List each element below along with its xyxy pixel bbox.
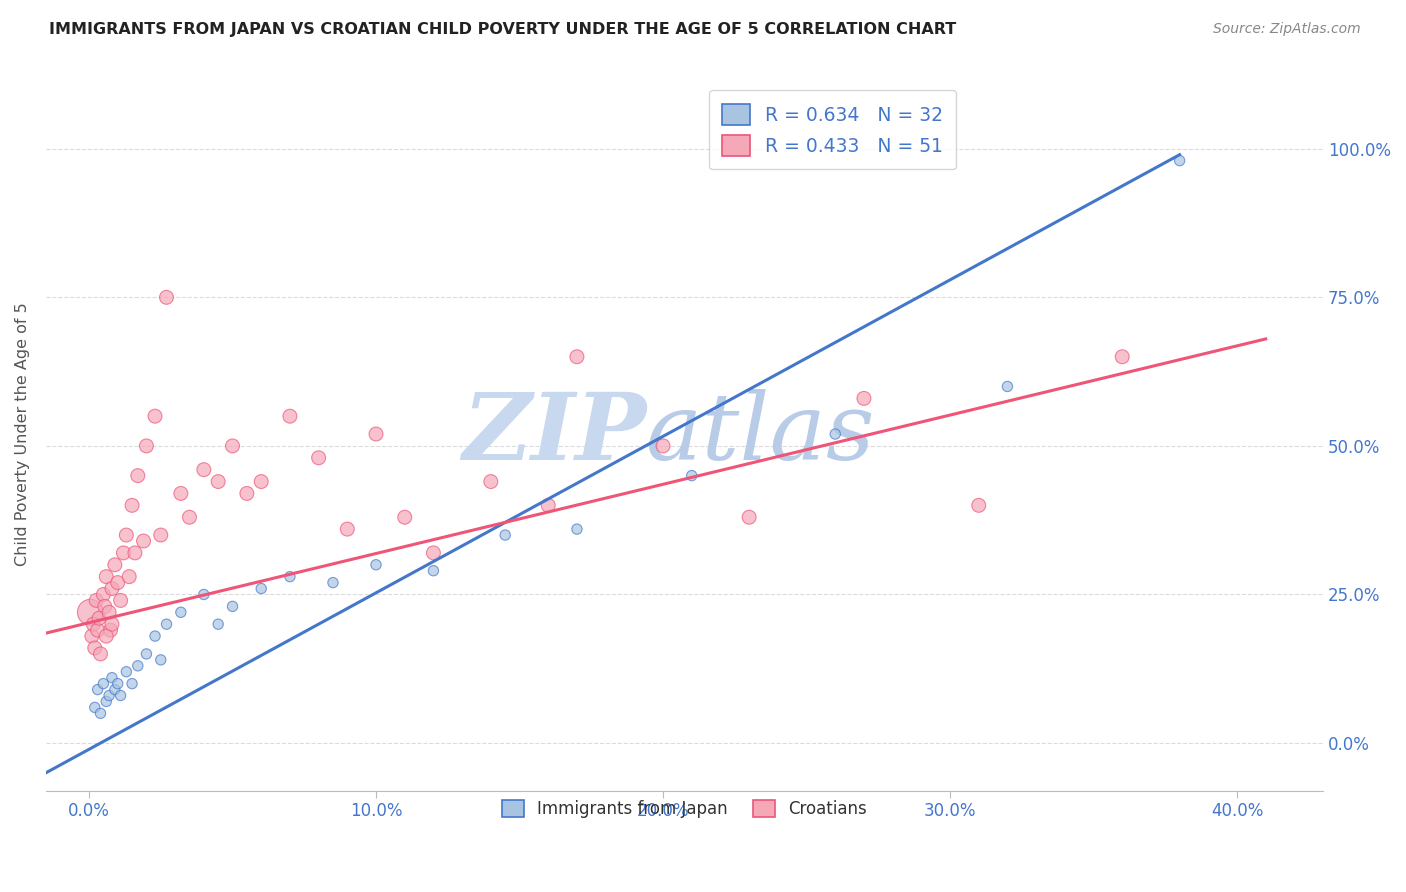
- Point: [179, 510, 201, 524]
- Point: [494, 528, 516, 542]
- Point: [422, 546, 444, 560]
- Point: [118, 569, 141, 583]
- Point: [127, 468, 149, 483]
- Point: [250, 475, 273, 489]
- Point: [83, 700, 105, 714]
- Point: [681, 468, 703, 483]
- Point: [87, 611, 110, 625]
- Point: [121, 676, 143, 690]
- Point: [155, 290, 177, 304]
- Point: [149, 528, 172, 542]
- Point: [221, 439, 243, 453]
- Point: [121, 499, 143, 513]
- Point: [364, 427, 387, 442]
- Point: [565, 350, 588, 364]
- Point: [110, 689, 132, 703]
- Point: [84, 593, 107, 607]
- Point: [96, 569, 118, 583]
- Point: [93, 587, 115, 601]
- Point: [101, 617, 124, 632]
- Point: [115, 528, 138, 542]
- Point: [83, 640, 105, 655]
- Point: [93, 676, 115, 690]
- Point: [155, 617, 177, 632]
- Point: [101, 671, 124, 685]
- Point: [89, 647, 111, 661]
- Point: [107, 676, 129, 690]
- Point: [124, 546, 146, 560]
- Point: [89, 706, 111, 721]
- Point: [236, 486, 259, 500]
- Point: [101, 582, 124, 596]
- Point: [738, 510, 761, 524]
- Point: [193, 463, 215, 477]
- Point: [79, 605, 101, 619]
- Text: IMMIGRANTS FROM JAPAN VS CROATIAN CHILD POVERTY UNDER THE AGE OF 5 CORRELATION C: IMMIGRANTS FROM JAPAN VS CROATIAN CHILD …: [49, 22, 956, 37]
- Point: [997, 379, 1019, 393]
- Point: [278, 409, 301, 424]
- Point: [127, 658, 149, 673]
- Point: [100, 623, 122, 637]
- Point: [94, 599, 117, 614]
- Point: [308, 450, 330, 465]
- Point: [652, 439, 675, 453]
- Point: [135, 647, 157, 661]
- Text: Source: ZipAtlas.com: Source: ZipAtlas.com: [1213, 22, 1361, 37]
- Point: [98, 605, 121, 619]
- Point: [80, 629, 103, 643]
- Point: [96, 694, 118, 708]
- Point: [170, 605, 193, 619]
- Point: [143, 629, 166, 643]
- Point: [193, 587, 215, 601]
- Point: [86, 682, 108, 697]
- Point: [250, 582, 273, 596]
- Point: [336, 522, 359, 536]
- Point: [110, 593, 132, 607]
- Point: [86, 623, 108, 637]
- Legend: Immigrants from Japan, Croatians: Immigrants from Japan, Croatians: [496, 794, 873, 825]
- Point: [278, 569, 301, 583]
- Point: [132, 533, 155, 548]
- Point: [967, 499, 990, 513]
- Point: [170, 486, 193, 500]
- Point: [104, 558, 127, 572]
- Point: [824, 427, 846, 442]
- Point: [565, 522, 588, 536]
- Point: [107, 575, 129, 590]
- Point: [135, 439, 157, 453]
- Point: [537, 499, 560, 513]
- Point: [207, 475, 229, 489]
- Point: [1111, 350, 1133, 364]
- Point: [149, 653, 172, 667]
- Point: [364, 558, 387, 572]
- Y-axis label: Child Poverty Under the Age of 5: Child Poverty Under the Age of 5: [15, 302, 30, 566]
- Point: [143, 409, 166, 424]
- Point: [115, 665, 138, 679]
- Point: [104, 682, 127, 697]
- Point: [852, 392, 875, 406]
- Point: [82, 617, 104, 632]
- Point: [394, 510, 416, 524]
- Point: [1168, 153, 1191, 168]
- Text: ZIP: ZIP: [463, 389, 647, 479]
- Point: [96, 629, 118, 643]
- Point: [422, 564, 444, 578]
- Point: [221, 599, 243, 614]
- Point: [322, 575, 344, 590]
- Text: atlas: atlas: [647, 389, 876, 479]
- Point: [207, 617, 229, 632]
- Point: [112, 546, 135, 560]
- Point: [479, 475, 502, 489]
- Point: [98, 689, 121, 703]
